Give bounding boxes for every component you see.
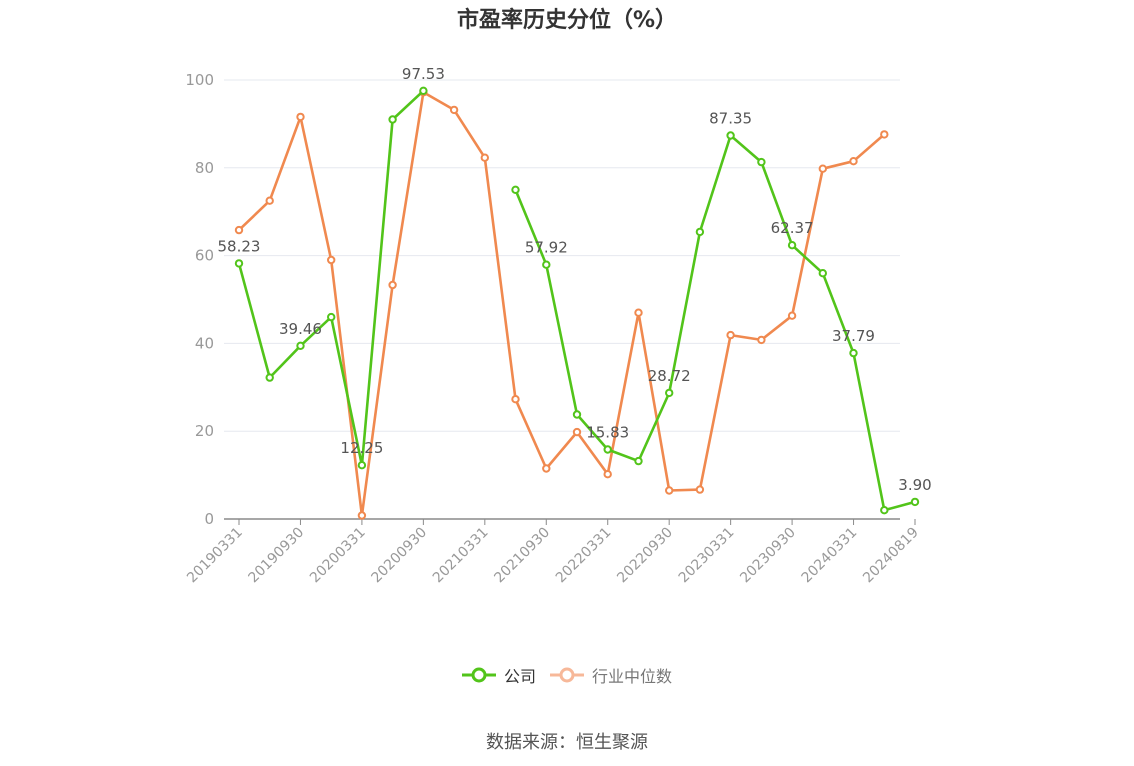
data-point-industry <box>449 105 459 115</box>
data-point-company <box>757 157 766 167</box>
data-point-company <box>542 260 551 269</box>
x-tick-label: 20210930 <box>491 525 553 587</box>
data-point-industry <box>757 335 766 345</box>
legend-item-company[interactable]: 公司 <box>461 663 536 687</box>
y-tick-label: 20 <box>195 422 214 440</box>
data-label-company: 3.90 <box>898 476 931 494</box>
x-tick-label: 20230331 <box>676 525 738 587</box>
data-label-company: 58.23 <box>218 237 261 255</box>
data-point-industry <box>849 157 858 166</box>
data-point-company <box>634 456 643 466</box>
chart-title: 市盈率历史分位（%） <box>456 8 678 33</box>
data-point-company <box>665 388 674 398</box>
data-point-industry <box>695 485 705 494</box>
x-tick-label: 20190331 <box>184 525 246 587</box>
data-point-industry <box>880 130 889 139</box>
data-point-company <box>726 131 735 140</box>
data-point-industry <box>480 153 489 162</box>
data-labels: 58.23 39.46 12.25 97.53 57.92 15.83 28.72 87.35… <box>218 65 932 494</box>
y-tick-label: 80 <box>195 159 214 177</box>
data-label-company: 28.72 <box>648 367 691 385</box>
data-point-industry <box>603 470 612 479</box>
data-label-company: 12.25 <box>340 439 383 457</box>
data-point-company <box>234 259 244 268</box>
data-point-industry <box>265 196 274 205</box>
data-point-industry <box>572 427 582 437</box>
data-point-company <box>880 506 889 515</box>
data-point-company <box>419 86 428 96</box>
data-point-industry <box>787 311 797 320</box>
data-point-industry <box>357 511 367 520</box>
data-label-company: 97.53 <box>402 65 445 83</box>
x-tick-label: 20190930 <box>246 525 308 587</box>
data-label-company: 39.46 <box>279 320 322 338</box>
x-tick-label: 20200930 <box>368 525 430 587</box>
x-tick-label: 20220331 <box>553 525 615 587</box>
data-point-company <box>787 241 797 250</box>
data-point-industry <box>542 464 551 473</box>
data-point-industry <box>726 330 735 340</box>
data-point-industry <box>665 486 674 495</box>
data-point-company <box>388 115 397 124</box>
data-label-company: 62.37 <box>771 219 814 237</box>
data-point-company <box>265 373 274 382</box>
series-line-company <box>237 89 425 467</box>
data-point-company <box>849 348 858 358</box>
data-label-company: 57.92 <box>525 239 568 257</box>
data-point-industry <box>327 255 336 265</box>
data-point-industry <box>234 225 244 235</box>
data-label-company: 37.79 <box>832 327 875 345</box>
data-point-company <box>572 410 582 419</box>
data-point-company <box>357 461 367 470</box>
data-label-company: 15.83 <box>586 424 629 442</box>
data-point-company <box>603 445 612 454</box>
legend-marker-industry <box>550 667 584 683</box>
data-point-industry <box>296 112 305 122</box>
data-point-company <box>818 269 827 278</box>
data-point-industry <box>634 308 643 317</box>
data-point-company <box>327 312 336 322</box>
y-tick-label: 0 <box>204 510 214 528</box>
x-tick-label: 20240819 <box>860 525 922 587</box>
series-line-industry <box>238 91 886 517</box>
data-point-company <box>511 185 520 195</box>
x-tick-label: 20230930 <box>737 525 799 587</box>
data-point-company <box>296 341 305 350</box>
data-point-company <box>910 497 920 507</box>
legend-label-industry: 行业中位数 <box>592 667 673 686</box>
x-tick-label: 20210331 <box>430 525 492 587</box>
x-tick-label: 20220930 <box>614 525 676 587</box>
data-point-industry <box>511 395 520 404</box>
legend-item-industry[interactable]: 行业中位数 <box>550 663 672 687</box>
y-tick-label: 60 <box>195 247 214 265</box>
series-line-company <box>514 134 916 512</box>
x-tick-label: 20200331 <box>307 525 369 587</box>
y-tick-label: 40 <box>195 334 214 352</box>
line-chart: 0 20 40 60 80 100 20190331 20190930 20200331 2020… <box>184 65 932 587</box>
legend: 公司 行业中位数 <box>0 663 1134 687</box>
y-tick-label: 100 <box>185 71 214 89</box>
series-lines <box>234 86 920 520</box>
data-source: 数据来源：恒生聚源 <box>486 732 648 753</box>
data-label-company: 87.35 <box>709 110 752 128</box>
x-tick-label: 20240331 <box>799 525 861 587</box>
legend-marker-company <box>461 667 496 683</box>
data-point-industry <box>388 280 397 290</box>
data-point-company <box>695 227 705 237</box>
legend-label-company: 公司 <box>503 667 536 686</box>
data-point-industry <box>818 164 827 173</box>
